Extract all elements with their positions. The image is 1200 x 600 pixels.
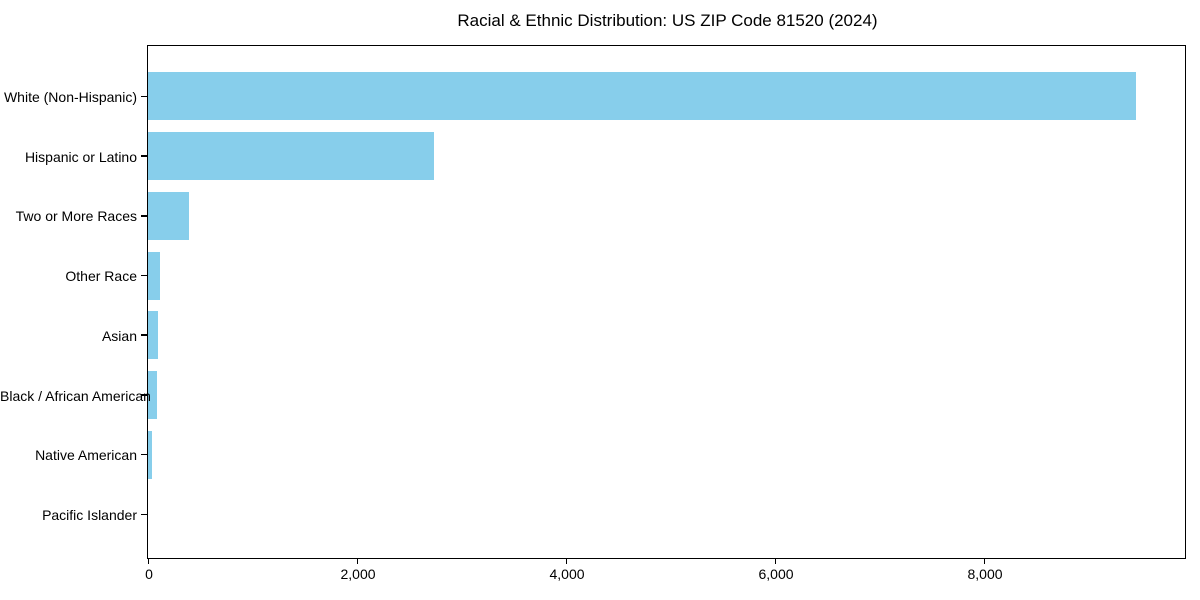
bar-two-or-more-races bbox=[148, 191, 189, 240]
bar-black-african-american bbox=[148, 370, 158, 419]
x-axis-tick bbox=[774, 558, 777, 565]
x-tick-label-0: 0 bbox=[145, 566, 153, 582]
y-tick-label-two-or-more-races: Two or More Races bbox=[15, 208, 137, 225]
y-tick-label-asian: Asian bbox=[101, 327, 137, 344]
plot-area bbox=[140, 45, 1187, 565]
x-axis-tick bbox=[565, 558, 568, 565]
y-axis-tick bbox=[140, 394, 147, 396]
y-axis-tick bbox=[140, 453, 147, 456]
y-axis-tick bbox=[140, 95, 147, 98]
x-axis-tick bbox=[983, 558, 986, 565]
y-tick-label-white-non-hispanic: White (Non-Hispanic) bbox=[3, 89, 137, 105]
bar-other-race bbox=[148, 251, 160, 300]
x-tick-label-8000: 8,000 bbox=[967, 566, 1003, 582]
y-tick-label-black-african-american: Black / African American bbox=[0, 387, 151, 404]
x-axis-tick bbox=[356, 558, 359, 565]
y-tick-label-native-american: Native American bbox=[35, 447, 137, 464]
y-axis-tick bbox=[140, 215, 147, 217]
y-axis-tick bbox=[140, 334, 147, 337]
x-tick-label-4000: 4,000 bbox=[549, 566, 585, 582]
bar-white-non-hispanic bbox=[148, 72, 1136, 121]
y-tick-label-hispanic-or-latino: Hispanic or Latino bbox=[24, 148, 137, 165]
x-tick-label-6000: 6,000 bbox=[758, 566, 794, 582]
x-tick-label-2000: 2,000 bbox=[340, 566, 376, 582]
chart-title: Racial & Ethnic Distribution: US ZIP Cod… bbox=[457, 11, 878, 30]
y-tick-label-pacific-islander: Pacific Islander bbox=[42, 506, 137, 523]
x-axis-tick bbox=[147, 558, 150, 565]
bar-native-american bbox=[148, 430, 152, 479]
y-axis-tick bbox=[140, 274, 147, 277]
bar-hispanic-or-latino bbox=[148, 132, 434, 181]
y-tick-label-other-race: Other Race bbox=[65, 268, 137, 285]
bar-asian bbox=[148, 311, 159, 360]
y-axis-tick bbox=[140, 513, 147, 516]
y-axis-tick bbox=[140, 155, 147, 157]
